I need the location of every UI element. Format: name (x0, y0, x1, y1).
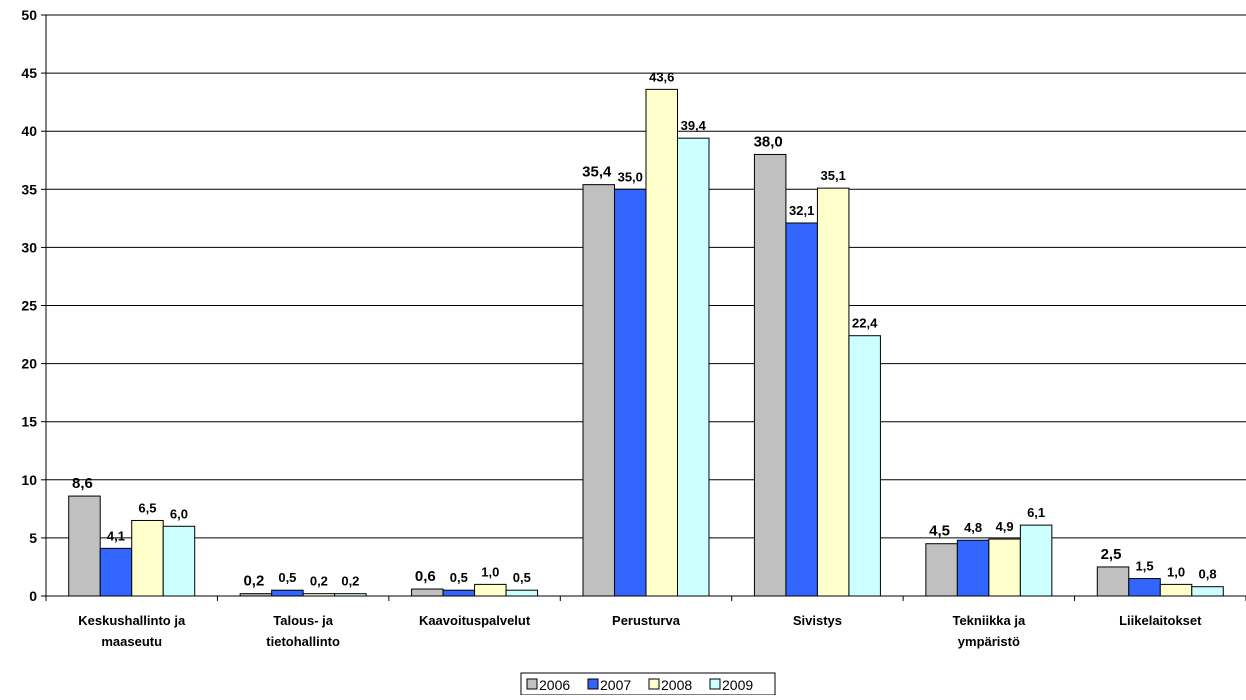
data-label: 0,5 (278, 570, 296, 585)
bar-2006 (1096, 566, 1130, 597)
data-label: 0,5 (513, 570, 531, 585)
data-label: 0,2 (243, 573, 264, 590)
bar-2008 (302, 593, 336, 597)
data-label: 6,5 (138, 500, 156, 515)
bar-2006 (411, 588, 444, 597)
bar-2009 (1191, 586, 1224, 597)
bar-2009 (848, 335, 881, 597)
y-tick-label: 20 (21, 356, 37, 372)
legend-swatch-2006 (526, 678, 538, 690)
y-tick-label: 45 (21, 65, 37, 81)
category-label: Perusturva (612, 613, 681, 628)
data-label: 4,5 (929, 523, 950, 540)
y-tick-label: 15 (21, 414, 37, 430)
bar-2009 (1019, 524, 1053, 597)
data-label: 35,1 (821, 168, 846, 183)
bar-2009 (505, 589, 539, 597)
data-label: 0,2 (341, 574, 359, 589)
data-label: 1,5 (1135, 559, 1153, 574)
data-label: 4,8 (964, 520, 982, 535)
data-label: 4,9 (996, 519, 1014, 534)
bar-2007 (1128, 578, 1161, 597)
y-tick-label: 35 (21, 181, 37, 197)
y-tick-label: 10 (21, 472, 37, 488)
bar-2007 (271, 589, 304, 597)
data-label: 32,1 (789, 203, 814, 218)
y-tick-label: 50 (21, 7, 37, 23)
data-label: 38,0 (754, 133, 783, 150)
legend-swatch-2009 (709, 678, 721, 690)
category-label: Talous- ja (273, 613, 333, 628)
bar-2008 (474, 583, 507, 597)
bar-2007 (442, 589, 476, 597)
data-label: 0,2 (310, 574, 328, 589)
data-label: 1,0 (1167, 564, 1185, 579)
legend-label: 2006 (539, 677, 570, 693)
data-label: 2,5 (1101, 546, 1122, 563)
legend-label: 2007 (600, 677, 631, 693)
bar-2008 (988, 538, 1021, 597)
data-label: 43,6 (649, 69, 674, 84)
category-label: tietohallinto (266, 634, 340, 649)
data-label: 35,4 (582, 164, 612, 181)
legend-swatch-2007 (587, 678, 599, 690)
bar-2006 (68, 495, 101, 597)
category-label: Liikelaitokset (1119, 613, 1202, 628)
bar-2007 (785, 222, 818, 597)
category-label: Tekniikka ja (952, 613, 1026, 628)
bar-2008 (816, 187, 850, 597)
y-tick-label: 30 (21, 239, 37, 255)
bar-2006 (925, 543, 958, 597)
data-label: 4,1 (107, 528, 125, 543)
legend-label: 2008 (661, 677, 692, 693)
bar-2009 (162, 525, 196, 597)
data-label: 0,8 (1198, 567, 1216, 582)
y-tick-label: 0 (29, 588, 37, 604)
data-label: 39,4 (681, 118, 707, 133)
category-label: maaseutu (101, 634, 162, 649)
category-label: ympäristö (958, 634, 1020, 649)
data-label: 22,4 (852, 316, 878, 331)
legend-swatch-2008 (648, 678, 660, 690)
bar-2008 (645, 88, 678, 597)
data-label: 35,0 (618, 169, 643, 184)
category-label: Keskushallinto ja (78, 613, 186, 628)
bar-2006 (582, 184, 615, 597)
legend-label: 2009 (722, 677, 753, 693)
bar-2009 (677, 137, 710, 597)
y-tick-label: 40 (21, 123, 37, 139)
bar-2009 (334, 593, 367, 597)
data-label: 1,0 (481, 564, 499, 579)
category-label: Kaavoituspalvelut (419, 613, 531, 628)
data-label: 0,5 (450, 570, 468, 585)
bar-2006 (753, 153, 787, 597)
data-label: 6,1 (1027, 505, 1045, 520)
bar-2007 (614, 188, 647, 597)
bar-2007 (956, 539, 990, 597)
y-tick-label: 25 (21, 298, 37, 314)
bar-2007 (99, 547, 133, 597)
bar-2008 (1159, 583, 1193, 597)
data-label: 6,0 (170, 506, 188, 521)
bar-2006 (239, 593, 273, 597)
data-label: 8,6 (72, 475, 93, 492)
bar-2008 (131, 519, 164, 597)
y-tick-label: 5 (29, 530, 37, 546)
data-label: 0,6 (415, 568, 436, 585)
category-label: Sivistys (793, 613, 842, 628)
